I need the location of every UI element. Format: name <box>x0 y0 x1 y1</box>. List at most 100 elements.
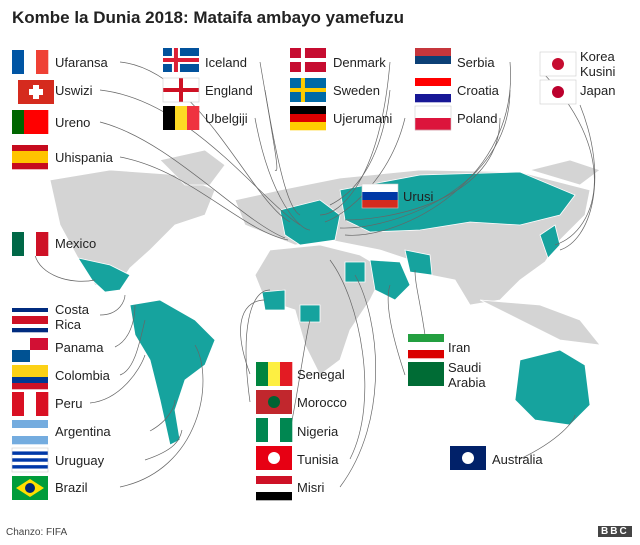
flag-part <box>415 48 451 57</box>
country-label: Japan <box>580 83 616 98</box>
flag-part <box>362 200 398 209</box>
flag-part <box>415 86 451 95</box>
country-label: Panama <box>55 340 104 355</box>
flag-part <box>408 350 444 359</box>
flag-part <box>36 110 49 134</box>
flag <box>290 78 326 102</box>
flag-part <box>12 465 48 469</box>
flag-part <box>12 328 48 333</box>
flag <box>539 51 577 77</box>
flag-part <box>36 392 49 416</box>
logo: BBC <box>598 526 632 537</box>
flag-part <box>24 232 37 256</box>
flag-part <box>12 232 25 256</box>
flag-part <box>12 110 25 134</box>
flag-part <box>280 418 293 442</box>
country-label: Sweden <box>333 83 380 98</box>
country-label: Serbia <box>457 55 495 70</box>
flag-part <box>12 316 48 321</box>
flag-part <box>12 151 48 158</box>
flag-part <box>12 163 48 170</box>
country-label: Tunisia <box>297 452 339 467</box>
flag-part <box>268 362 281 386</box>
flag-part <box>24 392 37 416</box>
country-label: Costa Rica <box>55 302 89 332</box>
flag-part <box>12 377 48 384</box>
flag <box>408 334 444 359</box>
country-label: Uswizi <box>55 83 93 98</box>
flag-part <box>415 106 451 119</box>
flag <box>12 308 48 333</box>
flag-part <box>539 79 577 105</box>
flag-part <box>30 350 48 362</box>
flag <box>415 78 451 103</box>
country-label: Colombia <box>55 368 110 383</box>
flag-part <box>414 105 452 131</box>
flag <box>12 420 48 445</box>
flag <box>12 110 49 134</box>
flags <box>11 48 577 501</box>
country-label: Ujerumani <box>333 111 393 126</box>
flag <box>256 418 293 442</box>
flag-part <box>290 106 326 115</box>
flag-part <box>290 88 326 92</box>
flag-part <box>12 371 48 378</box>
flag-part <box>12 324 48 329</box>
title: Kombe la Dunia 2018: Mataifa ambayo yame… <box>12 8 405 27</box>
flag-part <box>280 362 293 386</box>
flag-part <box>290 122 326 131</box>
flag-part <box>256 476 292 485</box>
flag-part <box>290 58 326 62</box>
flag-part <box>362 184 398 193</box>
flag-part <box>415 118 451 131</box>
country-label: Australia <box>492 452 543 467</box>
flag-part <box>408 342 444 351</box>
flag-part <box>415 94 451 103</box>
flag-part <box>12 451 48 456</box>
flag-part <box>408 334 444 343</box>
country-label: Iran <box>448 340 471 355</box>
flag-part <box>362 192 398 201</box>
country-label: Ufaransa <box>55 55 108 70</box>
flag <box>256 476 292 501</box>
flag <box>11 447 49 473</box>
flag-part <box>12 420 48 429</box>
flag <box>12 392 49 416</box>
flag-part <box>12 454 48 459</box>
flag-part <box>30 338 48 350</box>
flag <box>256 362 293 386</box>
flag-part <box>361 183 399 209</box>
flag-part <box>552 86 564 98</box>
flag-part <box>187 106 200 130</box>
country-label: Misri <box>297 480 325 495</box>
flag-part <box>12 338 30 350</box>
flag <box>163 48 199 72</box>
flag-part <box>163 106 176 130</box>
flag-part <box>24 50 37 74</box>
flag-part <box>175 106 188 130</box>
leader-lines <box>34 61 596 488</box>
country-label: England <box>205 83 253 98</box>
flag-part <box>24 110 37 134</box>
flag <box>256 446 292 470</box>
country-label: Peru <box>55 396 83 411</box>
flag-part <box>268 396 280 408</box>
flag-part <box>12 157 48 164</box>
flag-part <box>268 418 281 442</box>
flag-part <box>12 308 48 313</box>
flag <box>12 365 48 390</box>
qualified-countries <box>77 49 591 446</box>
flag-part <box>408 362 444 386</box>
flag-part <box>256 418 269 442</box>
country-label: Nigeria <box>297 424 339 439</box>
flag <box>18 80 54 104</box>
flag-part <box>12 350 30 362</box>
flag-part <box>415 64 451 73</box>
flag-part <box>256 484 292 493</box>
country-label: Iceland <box>205 55 247 70</box>
flag <box>162 77 200 103</box>
flag-part <box>256 492 292 501</box>
flag <box>12 232 49 256</box>
flag-part <box>12 448 48 452</box>
